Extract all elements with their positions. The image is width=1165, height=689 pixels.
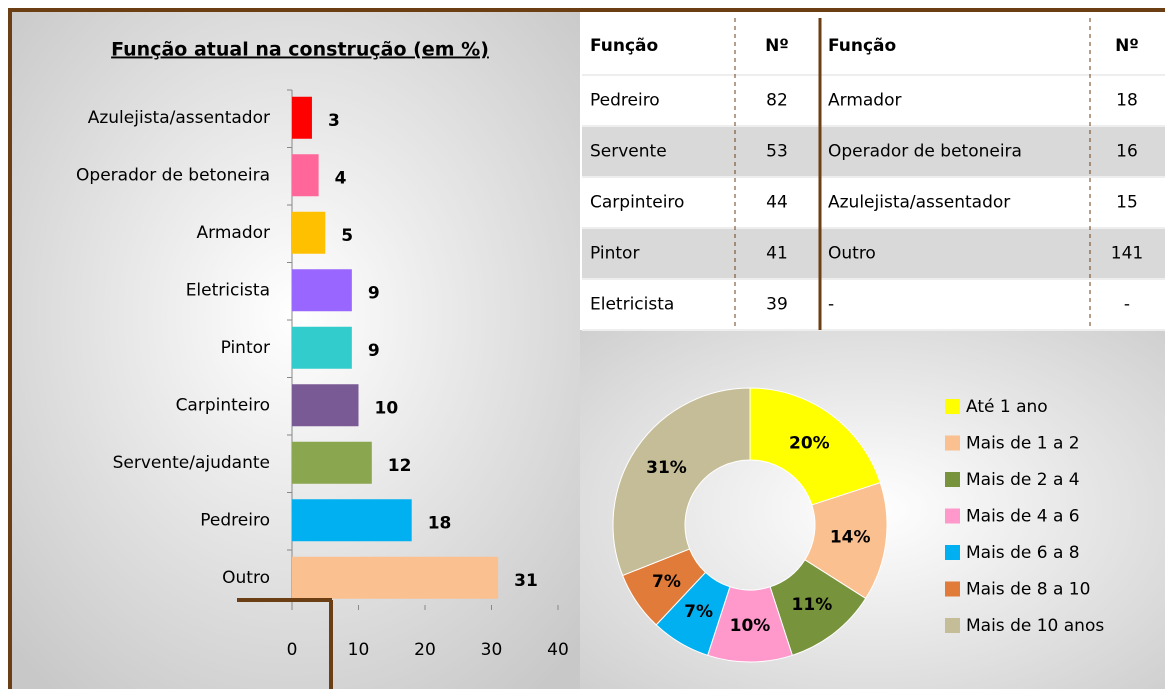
legend-label: Mais de 2 a 4 <box>966 470 1080 490</box>
legend-label: Até 1 ano <box>966 397 1048 417</box>
x-tick-label: 10 <box>348 640 370 660</box>
table-header: Nº <box>765 36 789 56</box>
table-cell: Pintor <box>590 244 639 264</box>
row-shade <box>582 228 1165 279</box>
legend-label: Mais de 10 anos <box>966 616 1104 636</box>
slice-label: 11% <box>792 595 833 615</box>
slice-label: 14% <box>830 528 871 548</box>
slice-label: 20% <box>789 433 830 453</box>
pie-slice <box>749 387 881 506</box>
table-cell: Carpinteiro <box>590 193 684 213</box>
table-cell: Operador de betoneira <box>828 142 1022 162</box>
legend-swatch <box>945 618 960 633</box>
table-cell: 41 <box>766 244 788 264</box>
table-cell: 16 <box>1116 142 1138 162</box>
table-header: Função <box>590 36 658 56</box>
y-tick-label: Carpinteiro <box>176 395 270 415</box>
y-tick-label: Outro <box>222 568 270 588</box>
bar <box>292 269 352 312</box>
data-label: 3 <box>328 111 340 131</box>
data-label: 9 <box>368 283 380 303</box>
y-tick-label: Servente/ajudante <box>113 453 270 473</box>
bar <box>292 96 312 139</box>
data-label: 4 <box>335 168 347 188</box>
bar <box>292 154 319 197</box>
legend-label: Mais de 1 a 2 <box>966 434 1080 454</box>
x-tick-label: 0 <box>287 640 298 660</box>
table-cell: Servente <box>590 142 667 162</box>
slice-label: 10% <box>730 616 771 636</box>
table-cell: 39 <box>766 295 788 315</box>
table-cell: Azulejista/assentador <box>828 193 1010 213</box>
data-label: 18 <box>428 513 452 533</box>
legend-swatch <box>945 581 960 597</box>
table-cell: Outro <box>828 244 876 264</box>
legend-swatch <box>945 508 960 524</box>
table-cell: Pedreiro <box>590 91 660 111</box>
table-cell: 53 <box>766 142 788 162</box>
table-cell: Armador <box>828 91 901 111</box>
table-cell: Eletricista <box>590 295 674 315</box>
data-label: 5 <box>341 226 353 246</box>
legend-label: Mais de 6 a 8 <box>966 543 1080 563</box>
legend-swatch <box>945 472 960 487</box>
pie-slice <box>612 387 751 577</box>
y-tick-label: Azulejista/assentador <box>88 108 270 128</box>
legend-swatch <box>945 399 960 414</box>
y-tick-label: Pintor <box>221 338 270 358</box>
table-cell: 15 <box>1116 193 1138 213</box>
bar <box>292 499 412 542</box>
bar <box>292 556 499 599</box>
x-tick-label: 30 <box>481 640 503 660</box>
row-shade <box>582 126 1165 177</box>
table-cell: - <box>828 295 834 315</box>
bar <box>292 441 372 484</box>
x-tick-label: 20 <box>414 640 436 660</box>
y-tick-label: Operador de betoneira <box>76 165 270 185</box>
legend-swatch <box>945 545 960 560</box>
slice-label: 31% <box>646 458 687 478</box>
legend-swatch <box>945 435 960 451</box>
x-tick-label: 40 <box>547 640 569 660</box>
y-tick-label: Armador <box>197 223 270 243</box>
table-cell: 82 <box>766 91 788 111</box>
table-cell: 141 <box>1111 244 1143 264</box>
data-label: 31 <box>514 571 538 591</box>
table-cell: 18 <box>1116 91 1138 111</box>
legend-label: Mais de 8 a 10 <box>966 580 1090 600</box>
table-cell: 44 <box>766 193 788 213</box>
bar <box>292 326 352 369</box>
table-cell: - <box>1124 295 1130 315</box>
data-label: 12 <box>388 456 412 476</box>
table-header: Nº <box>1115 36 1139 56</box>
slice-label: 7% <box>652 572 681 592</box>
data-label: 10 <box>375 398 399 418</box>
table-header: Função <box>828 36 896 56</box>
slice-label: 7% <box>684 602 713 622</box>
legend-label: Mais de 4 a 6 <box>966 507 1080 527</box>
bar <box>292 384 359 427</box>
bar-title: Função atual na construção (em %) <box>111 39 489 61</box>
y-tick-label: Eletricista <box>186 280 270 300</box>
data-label: 9 <box>368 341 380 361</box>
bar <box>292 211 326 254</box>
y-tick-label: Pedreiro <box>200 510 270 530</box>
